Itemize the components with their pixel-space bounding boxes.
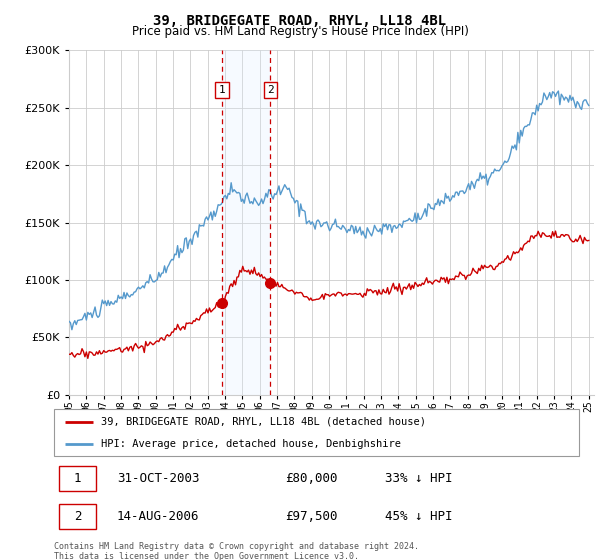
Bar <box>222 50 271 395</box>
Text: 39, BRIDGEGATE ROAD, RHYL, LL18 4BL (detached house): 39, BRIDGEGATE ROAD, RHYL, LL18 4BL (det… <box>101 417 426 427</box>
Text: 33% ↓ HPI: 33% ↓ HPI <box>385 472 452 485</box>
Text: 1: 1 <box>74 472 82 485</box>
Text: 14-AUG-2006: 14-AUG-2006 <box>117 510 199 523</box>
Text: HPI: Average price, detached house, Denbighshire: HPI: Average price, detached house, Denb… <box>101 438 401 449</box>
Text: 39, BRIDGEGATE ROAD, RHYL, LL18 4BL: 39, BRIDGEGATE ROAD, RHYL, LL18 4BL <box>154 14 446 28</box>
Text: Contains HM Land Registry data © Crown copyright and database right 2024.
This d: Contains HM Land Registry data © Crown c… <box>54 542 419 560</box>
Text: 2: 2 <box>267 85 274 95</box>
Text: 45% ↓ HPI: 45% ↓ HPI <box>385 510 452 523</box>
Text: Price paid vs. HM Land Registry's House Price Index (HPI): Price paid vs. HM Land Registry's House … <box>131 25 469 38</box>
FancyBboxPatch shape <box>59 466 96 492</box>
Text: 2: 2 <box>74 510 82 523</box>
Text: £80,000: £80,000 <box>285 472 337 485</box>
Text: 31-OCT-2003: 31-OCT-2003 <box>117 472 199 485</box>
Text: 1: 1 <box>218 85 226 95</box>
FancyBboxPatch shape <box>59 503 96 529</box>
Text: £97,500: £97,500 <box>285 510 337 523</box>
FancyBboxPatch shape <box>54 409 579 456</box>
